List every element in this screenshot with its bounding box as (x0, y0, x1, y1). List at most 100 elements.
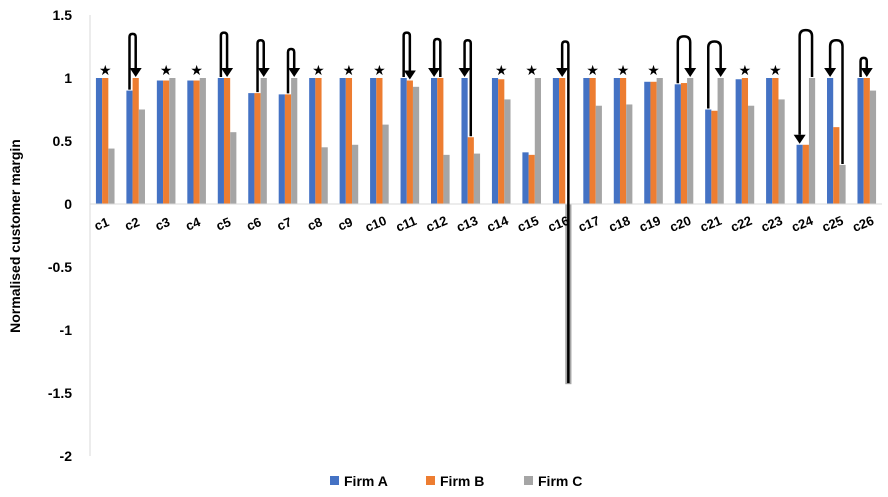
x-category-label: c2 (122, 214, 141, 233)
legend-label: Firm B (440, 473, 484, 489)
bar-firm-a-c6 (248, 93, 255, 204)
x-category-label: c22 (728, 213, 754, 235)
arrow-head (793, 134, 806, 144)
arrow-head (288, 68, 301, 77)
bar-firm-a-c4 (187, 80, 194, 204)
bar-firm-a-c21 (705, 109, 712, 204)
bar-firm-c-c14 (504, 99, 511, 204)
x-category-label: c21 (698, 213, 724, 235)
bar-firm-b-c9 (345, 78, 353, 204)
bar-firm-c-c24 (808, 78, 816, 204)
bar-firm-b-c11 (406, 80, 413, 204)
x-category-label: c26 (850, 213, 876, 235)
bar-firm-b-c7 (284, 94, 292, 204)
arrow-head (556, 68, 569, 77)
x-category-label: c17 (576, 213, 602, 235)
bar-firm-c-c21 (717, 78, 724, 204)
arrow-head (221, 68, 234, 77)
transition-arrows (128, 28, 873, 384)
transition-arrow-line (219, 31, 229, 77)
y-tick-label: -2 (60, 448, 73, 464)
y-tick-label: 0 (64, 196, 72, 212)
bar-firm-b-c18 (619, 78, 627, 204)
bar-firm-a-c23 (766, 78, 773, 204)
legend-swatch (524, 476, 533, 485)
transition-arrow-line (859, 56, 869, 77)
y-tick-label: -1.5 (48, 385, 72, 401)
y-tick-label: 0.5 (53, 133, 73, 149)
transition-arrow-line (128, 32, 137, 90)
transition-arrow-line (707, 40, 722, 109)
x-category-label: c7 (275, 214, 294, 233)
arrow-head (257, 68, 270, 77)
y-tick-label: 1 (64, 70, 72, 86)
star-marker: ★ (586, 63, 599, 79)
bar-firm-b-c13 (467, 137, 474, 204)
bar-firm-c-c19 (656, 78, 663, 204)
bar-firm-b-c21 (711, 110, 718, 204)
legend-swatch (330, 476, 339, 485)
x-category-label: c25 (820, 213, 846, 235)
bar-firm-a-c25 (827, 78, 834, 204)
x-category-label: c5 (214, 214, 233, 233)
bar-firm-b-c2 (132, 78, 139, 204)
x-category-label: c18 (607, 213, 633, 235)
x-category-label: c6 (244, 214, 263, 233)
bar-firm-a-c24 (796, 144, 803, 204)
bar-firm-a-c22 (735, 79, 742, 204)
arrow-head (860, 68, 873, 77)
x-category-label: c20 (667, 213, 693, 235)
transition-arrow-line (798, 28, 814, 135)
transition-arrow-line (432, 37, 442, 77)
bar-firm-a-c16 (552, 78, 560, 204)
star-marker: ★ (160, 63, 173, 79)
bar-firm-c-c13 (473, 153, 481, 204)
x-category-label: c13 (454, 213, 480, 235)
bar-firm-b-c6 (254, 93, 261, 204)
bar-firm-a-c9 (339, 78, 346, 204)
transition-arrow-line (463, 38, 473, 137)
bar-firm-c-c5 (230, 132, 237, 204)
transition-arrow-line (560, 40, 570, 384)
x-category-label: c14 (485, 213, 511, 235)
bar-firm-b-c12 (437, 78, 444, 204)
bar-firm-b-c15 (528, 154, 535, 204)
bar-firm-a-c20 (674, 84, 681, 204)
transition-arrow-line (828, 38, 844, 164)
y-tick-label: 1.5 (53, 7, 73, 23)
bar-firm-c-c15 (534, 78, 541, 204)
x-category-label: c12 (424, 213, 450, 235)
bar-firm-b-c20 (680, 83, 688, 204)
bar-firm-a-c18 (613, 78, 620, 204)
y-axis-title: Normalised customer margin (7, 139, 23, 333)
legend-label: Firm C (538, 473, 582, 489)
bar-firm-c-c7 (291, 78, 298, 204)
bar-firm-c-c25 (839, 164, 846, 204)
y-tick-label: -0.5 (48, 259, 72, 275)
bar-firm-b-c5 (223, 78, 231, 204)
arrow-head (129, 68, 142, 77)
bar-firm-b-c25 (833, 127, 840, 204)
bar-firm-c-c9 (352, 144, 359, 204)
bar-firm-a-c13 (461, 78, 468, 204)
bar-firm-b-c23 (772, 78, 779, 204)
x-category-label: c19 (637, 213, 663, 235)
bar-firm-a-c19 (644, 81, 651, 204)
bar-firm-a-c5 (217, 78, 224, 204)
bar-firm-c-c8 (321, 147, 328, 204)
y-axis-ticks: 1.5 1 0.5 0 -0.5 -1 -1.5 -2 (48, 7, 72, 464)
transition-arrow-line (286, 47, 296, 94)
star-markers: ★ ★ ★ ★ ★ ★ ★ ★ ★ ★ ★ ★ ★ (99, 63, 782, 79)
bar-firm-b-c10 (376, 78, 383, 204)
star-marker: ★ (739, 63, 752, 79)
bar-firm-a-c10 (370, 78, 377, 204)
x-category-label: c24 (789, 213, 815, 235)
bar-firm-b-c19 (650, 81, 657, 204)
bar-firm-a-c11 (400, 78, 407, 204)
bar-firm-b-c24 (802, 144, 809, 204)
bar-firm-a-c1 (95, 78, 103, 204)
x-category-label: c8 (305, 214, 324, 233)
arrow-head (824, 68, 837, 77)
bar-firm-b-c26 (863, 78, 870, 204)
